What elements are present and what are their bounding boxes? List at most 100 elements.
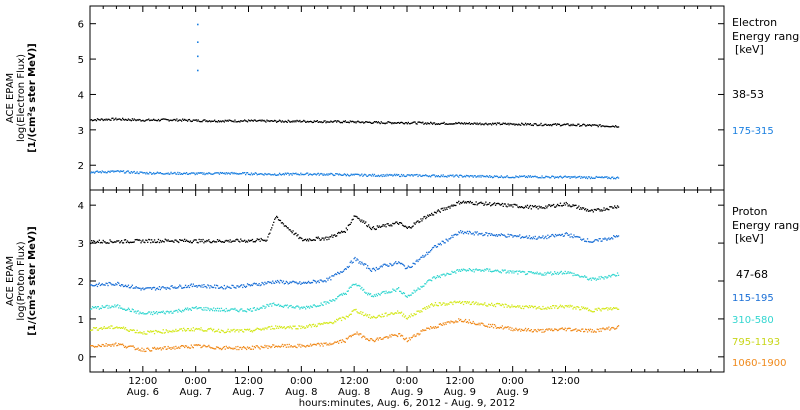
proton-data-point — [180, 239, 182, 241]
proton-data-point — [262, 327, 264, 330]
electron-data-point — [556, 176, 559, 178]
proton-data-point — [286, 227, 288, 229]
proton-data-point — [470, 233, 472, 235]
electron-data-point — [188, 172, 191, 175]
proton-data-point — [100, 241, 102, 244]
proton-data-point — [566, 328, 568, 330]
electron-data-point — [372, 122, 375, 124]
proton-data-point — [452, 321, 454, 323]
electron-data-point — [174, 171, 176, 174]
proton-data-point — [110, 283, 112, 285]
proton-data-point — [341, 294, 344, 296]
proton-data-point — [535, 238, 537, 240]
proton-data-point — [495, 234, 498, 236]
proton-data-point — [383, 263, 385, 265]
proton-data-point — [552, 273, 554, 275]
electron-data-point — [480, 176, 482, 178]
electron-data-point — [145, 119, 147, 121]
proton-data-point — [317, 323, 319, 325]
electron-data-point — [116, 170, 118, 172]
proton-data-point — [314, 343, 316, 346]
electron-data-point — [407, 174, 409, 176]
proton-data-point — [378, 337, 380, 339]
proton-data-point — [399, 262, 401, 264]
proton-data-point — [611, 309, 613, 311]
electron-data-point — [256, 174, 258, 176]
electron-data-point — [452, 174, 454, 176]
proton-data-point — [565, 201, 567, 204]
proton-data-point — [172, 312, 174, 314]
electron-data-point — [384, 174, 386, 176]
proton-data-point — [102, 284, 104, 286]
proton-data-point — [116, 240, 118, 242]
proton-data-point — [319, 323, 321, 326]
electron-data-point — [566, 176, 568, 178]
electron-data-point — [516, 176, 518, 178]
proton-data-point — [340, 341, 343, 344]
proton-data-point — [450, 205, 452, 207]
proton-data-point — [206, 309, 208, 311]
proton-data-point — [389, 313, 391, 316]
proton-data-point — [116, 284, 118, 286]
proton-data-point — [502, 270, 504, 272]
electron-data-point — [437, 175, 439, 177]
proton-data-point — [180, 328, 182, 330]
proton-data-point — [367, 314, 369, 316]
proton-data-point — [241, 308, 243, 310]
proton-data-point — [359, 219, 361, 221]
proton-data-point — [299, 308, 301, 310]
electron-data-point — [107, 170, 109, 173]
electron-data-point — [400, 121, 402, 124]
electron-data-point — [535, 176, 537, 178]
proton-data-point — [534, 329, 536, 331]
proton-data-point — [492, 327, 495, 329]
proton-data-point — [358, 284, 360, 287]
proton-data-point — [351, 219, 353, 221]
proton-data-point — [228, 330, 230, 333]
proton-data-point — [160, 241, 162, 243]
electron-data-point — [335, 173, 337, 175]
proton-data-point — [236, 348, 238, 351]
electron-data-point — [495, 175, 498, 177]
electron-data-point — [422, 174, 424, 177]
electron-data-point — [272, 120, 274, 122]
electron-data-point — [502, 122, 504, 124]
proton-data-point — [139, 349, 141, 351]
proton-data-point — [454, 270, 456, 273]
proton-data-point — [169, 330, 171, 333]
proton-data-point — [281, 327, 284, 329]
proton-data-point — [428, 305, 430, 307]
proton-data-point — [360, 333, 362, 335]
proton-data-point — [264, 239, 266, 241]
proton-data-point — [195, 344, 197, 346]
proton-data-point — [552, 330, 554, 332]
proton-data-point — [200, 327, 202, 329]
proton-data-point — [531, 205, 533, 207]
proton-data-point — [358, 262, 360, 264]
proton-data-point — [228, 310, 230, 312]
proton-data-point — [441, 207, 443, 209]
proton-data-point — [310, 239, 313, 242]
proton-data-point — [572, 274, 574, 277]
proton-data-point — [431, 280, 433, 282]
proton-data-point — [276, 327, 278, 329]
proton-data-point — [132, 345, 134, 347]
proton-data-point — [570, 272, 572, 274]
proton-data-point — [529, 204, 531, 207]
proton-data-point — [266, 282, 268, 284]
proton-data-point — [582, 307, 584, 310]
proton-data-point — [210, 327, 212, 329]
proton-data-point — [461, 230, 464, 233]
proton-data-point — [260, 284, 262, 286]
proton-data-point — [105, 282, 107, 284]
electron-data-point — [339, 122, 342, 124]
proton-data-point — [369, 317, 372, 319]
electron-data-point — [444, 123, 446, 125]
proton-data-point — [302, 307, 304, 309]
electron-data-point — [340, 121, 343, 124]
proton-data-point — [109, 282, 111, 284]
proton-data-point — [381, 291, 383, 293]
proton-data-point — [560, 234, 562, 236]
proton-data-point — [251, 345, 254, 347]
proton-data-point — [313, 239, 315, 241]
